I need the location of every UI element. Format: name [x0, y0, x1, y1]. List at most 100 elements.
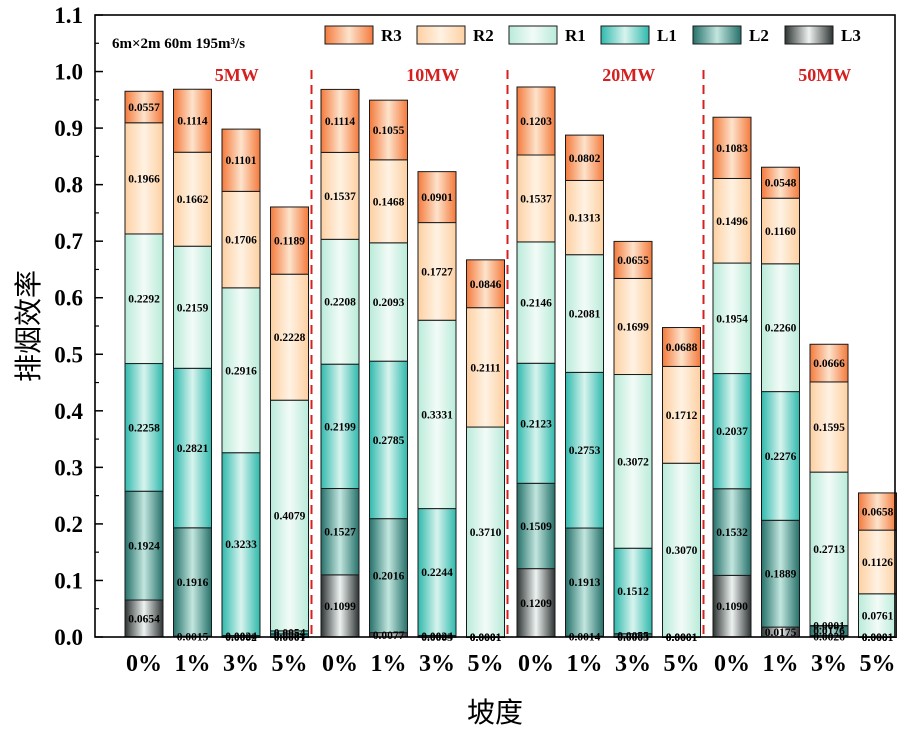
bar-segment-l1 — [369, 360, 408, 520]
x-tick-label: 3% — [419, 651, 455, 677]
legend-label: L2 — [749, 26, 769, 45]
x-tick-label: 3% — [223, 651, 259, 677]
bar-segment-r3 — [761, 166, 800, 199]
bar-segment-l2 — [124, 490, 164, 601]
data-label: 0.2208 — [324, 297, 356, 309]
x-tick-label: 3% — [811, 651, 847, 677]
data-label: 0.1712 — [666, 410, 698, 422]
bar-segment-r3 — [221, 128, 261, 192]
data-label: 0.1055 — [373, 125, 405, 137]
data-label: 0.2916 — [225, 365, 257, 377]
data-label: 0.0001 — [470, 632, 502, 644]
y-axis-title: 排烟效率 — [12, 270, 45, 382]
y-tick-label: 0.5 — [54, 342, 83, 367]
data-label: 0.3331 — [421, 409, 453, 421]
data-label: 0.1913 — [569, 577, 601, 589]
y-tick-label: 1.0 — [54, 60, 83, 85]
x-axis-title: 坡度 — [467, 696, 523, 729]
y-tick-label: 0.7 — [54, 229, 83, 254]
data-label: 0.2146 — [520, 298, 552, 310]
x-tick-label: 5% — [468, 651, 504, 677]
bar-segment-r2 — [613, 277, 653, 376]
data-label: 0.1509 — [520, 521, 552, 533]
data-label: 0.1203 — [520, 116, 552, 128]
data-label: 0.1966 — [128, 173, 160, 185]
bar-segment-l1 — [565, 371, 604, 529]
data-label: 0.0654 — [128, 614, 160, 626]
bar-segment-r3 — [466, 259, 505, 309]
bar-segment-r3 — [809, 343, 849, 383]
bar-segment-l1 — [712, 373, 752, 490]
bar-segment-l1 — [173, 367, 212, 529]
data-label: 0.1537 — [324, 191, 356, 203]
bar-segment-r3 — [270, 206, 309, 275]
bar-segment-l2 — [565, 527, 604, 637]
data-label: 0.0176 — [813, 626, 845, 638]
data-label: 0.0802 — [569, 153, 601, 165]
y-tick-label: 0.9 — [54, 116, 83, 141]
bar-segment-r1 — [466, 426, 505, 638]
y-tick-label: 0.3 — [54, 455, 83, 480]
bar-segment-r3 — [565, 134, 604, 181]
data-label: 0.0655 — [617, 255, 649, 267]
legend-label: R3 — [381, 26, 402, 45]
bar-segment-l2 — [173, 527, 212, 637]
y-tick-label: 0.1 — [54, 568, 83, 593]
data-label: 0.3233 — [225, 539, 257, 551]
data-label: 0.1160 — [765, 226, 796, 238]
data-label: 0.0001 — [862, 632, 894, 644]
bar-segment-r1 — [173, 245, 212, 369]
bar-segment-r1 — [516, 241, 556, 364]
bar-segment-l2 — [761, 519, 800, 628]
data-label: 0.2199 — [324, 421, 356, 433]
data-label: 0.2821 — [177, 443, 209, 455]
data-label: 0.2276 — [765, 451, 797, 463]
data-label: 0.0001 — [666, 632, 698, 644]
legend-swatch-r3 — [324, 25, 374, 45]
y-tick-label: 1.1 — [54, 3, 83, 28]
data-label: 0.1101 — [226, 155, 257, 167]
data-label: 0.2713 — [813, 544, 845, 556]
bar-segment-r3 — [369, 99, 408, 161]
y-tick-label: 0.0 — [54, 625, 83, 650]
data-label: 0.0001 — [470, 632, 502, 644]
x-tick-label: 5% — [272, 651, 308, 677]
data-label: 0.2258 — [128, 422, 160, 434]
y-tick-label: 0.4 — [54, 399, 83, 424]
bar-segment-r2 — [173, 151, 212, 247]
data-label: 0.0001 — [666, 632, 698, 644]
bar-segment-r3 — [417, 171, 457, 224]
y-tick-label: 0.8 — [54, 173, 83, 198]
data-label: 0.0548 — [765, 178, 797, 190]
bar-segment-r1 — [320, 238, 360, 365]
group-label: 10MW — [406, 65, 459, 85]
data-label: 0.1090 — [716, 601, 748, 613]
data-label: 0.1114 — [325, 116, 356, 128]
group-separators — [310, 70, 705, 637]
bar-segment-r3 — [613, 240, 653, 279]
legend-label: L1 — [657, 26, 677, 45]
data-label: 0.1114 — [177, 116, 208, 128]
x-axis-ticks: 0% 1% 3% 5% 0% 1% 3% 5% 0% 1% 3% 5% 0% 1% 3% 5% — [126, 651, 896, 677]
legend-swatch-l1 — [600, 25, 650, 45]
data-label: 0.0761 — [862, 610, 894, 622]
bar-segment-r2 — [809, 381, 849, 473]
bar-segment-r3 — [124, 90, 164, 124]
data-label: 0.1727 — [421, 266, 453, 278]
bar-segment-r1 — [565, 254, 604, 373]
data-label: 0.2093 — [373, 297, 405, 309]
data-label: 0.1313 — [569, 213, 601, 225]
bar-segment-r3 — [712, 116, 752, 179]
data-label: 0.0846 — [470, 279, 502, 291]
x-tick-label: 0% — [126, 651, 162, 677]
data-label: 0.0666 — [813, 358, 845, 370]
legend-swatch-l3 — [784, 25, 834, 45]
data-label: 0.1954 — [716, 313, 748, 325]
bar-segment-r2 — [712, 177, 752, 264]
legend-label: R1 — [565, 26, 586, 45]
y-axis-ticks: 0.0 0.1 0.2 0.3 0.4 0.5 0.6 0.7 0.8 0.9 1.0 1.1 — [54, 3, 103, 650]
data-label: 0.2228 — [274, 332, 306, 344]
data-label: 0.2081 — [569, 309, 601, 321]
group-label: 20MW — [602, 65, 655, 85]
bar-segment-r2 — [270, 273, 309, 401]
